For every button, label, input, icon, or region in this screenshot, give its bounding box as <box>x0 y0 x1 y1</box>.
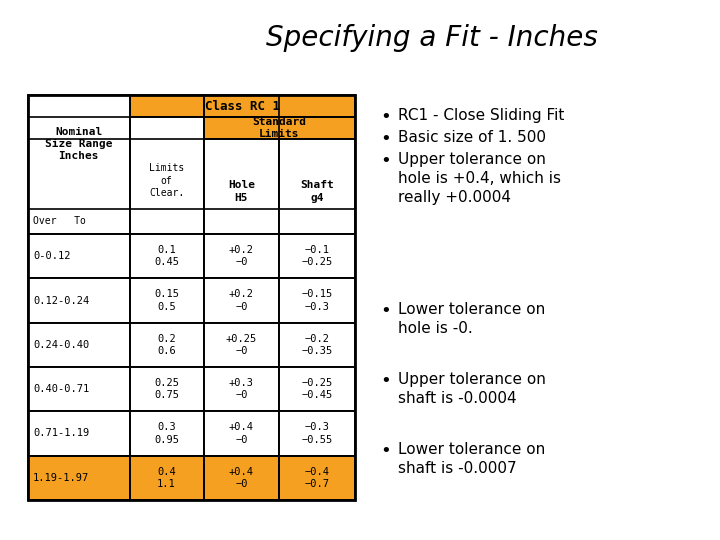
Text: 0.25
0.75: 0.25 0.75 <box>154 378 179 400</box>
Text: 0.71-1.19: 0.71-1.19 <box>33 429 89 438</box>
Bar <box>28 323 130 367</box>
Bar <box>28 456 130 500</box>
Text: 0.2
0.6: 0.2 0.6 <box>157 334 176 356</box>
Bar <box>204 139 279 234</box>
Bar <box>204 234 279 278</box>
Text: +0.3
−0: +0.3 −0 <box>229 378 254 400</box>
Text: Upper tolerance on
shaft is -0.0004: Upper tolerance on shaft is -0.0004 <box>398 372 546 406</box>
Text: Over   To: Over To <box>33 216 86 226</box>
Text: Nominal
Size Range
Inches: Nominal Size Range Inches <box>45 126 112 161</box>
Bar <box>279 411 355 456</box>
Bar <box>28 95 355 500</box>
Bar <box>28 367 130 411</box>
Bar <box>130 117 204 234</box>
Text: •: • <box>380 442 391 460</box>
Bar <box>28 278 130 323</box>
Bar <box>130 367 204 411</box>
Bar <box>130 456 204 500</box>
Text: RC1 - Close Sliding Fit: RC1 - Close Sliding Fit <box>398 108 564 123</box>
Text: 1.19-1.97: 1.19-1.97 <box>33 473 89 483</box>
Bar <box>279 367 355 411</box>
Text: +0.4
−0: +0.4 −0 <box>229 467 254 489</box>
Bar <box>130 234 204 278</box>
Text: 0.4
1.1: 0.4 1.1 <box>157 467 176 489</box>
Bar <box>279 456 355 500</box>
Bar <box>130 411 204 456</box>
Text: −0.15
−0.3: −0.15 −0.3 <box>302 289 333 312</box>
Bar <box>130 278 204 323</box>
Text: +0.4
−0: +0.4 −0 <box>229 422 254 445</box>
Bar <box>204 323 279 367</box>
Text: Lower tolerance on
shaft is -0.0007: Lower tolerance on shaft is -0.0007 <box>398 442 545 476</box>
Text: •: • <box>380 372 391 390</box>
Text: •: • <box>380 108 391 126</box>
Text: Limits
of
Clear.: Limits of Clear. <box>149 163 184 198</box>
Bar <box>279 323 355 367</box>
Text: Basic size of 1. 500: Basic size of 1. 500 <box>398 130 546 145</box>
Bar <box>130 323 204 367</box>
Bar <box>204 278 279 323</box>
Bar <box>204 367 279 411</box>
Bar <box>28 234 130 278</box>
Text: +0.25
−0: +0.25 −0 <box>226 334 257 356</box>
Bar <box>204 456 279 500</box>
Text: −0.2
−0.35: −0.2 −0.35 <box>302 334 333 356</box>
Bar <box>130 95 355 117</box>
Bar <box>204 117 355 139</box>
Text: •: • <box>380 302 391 320</box>
Text: −0.4
−0.7: −0.4 −0.7 <box>305 467 330 489</box>
Text: 0.40-0.71: 0.40-0.71 <box>33 384 89 394</box>
Text: −0.25
−0.45: −0.25 −0.45 <box>302 378 333 400</box>
Text: +0.2
−0: +0.2 −0 <box>229 245 254 267</box>
Text: −0.1
−0.25: −0.1 −0.25 <box>302 245 333 267</box>
Text: Shaft
g4: Shaft g4 <box>300 180 334 202</box>
Text: Standard
Limits: Standard Limits <box>252 117 306 139</box>
Bar <box>279 234 355 278</box>
Bar <box>28 411 130 456</box>
Text: •: • <box>380 130 391 148</box>
Bar <box>28 95 130 234</box>
Text: 0-0.12: 0-0.12 <box>33 251 71 261</box>
Text: 0.12-0.24: 0.12-0.24 <box>33 295 89 306</box>
Text: Specifying a Fit - Inches: Specifying a Fit - Inches <box>266 24 598 52</box>
Text: 0.15
0.5: 0.15 0.5 <box>154 289 179 312</box>
Bar <box>204 411 279 456</box>
Bar <box>279 278 355 323</box>
Text: •: • <box>380 152 391 170</box>
Bar <box>279 139 355 234</box>
Text: 0.24-0.40: 0.24-0.40 <box>33 340 89 350</box>
Text: Class RC 1: Class RC 1 <box>204 99 280 112</box>
Text: Hole
H5: Hole H5 <box>228 180 255 202</box>
Text: Upper tolerance on
hole is +0.4, which is
really +0.0004: Upper tolerance on hole is +0.4, which i… <box>398 152 561 205</box>
Text: Lower tolerance on
hole is -0.: Lower tolerance on hole is -0. <box>398 302 545 336</box>
Text: 0.1
0.45: 0.1 0.45 <box>154 245 179 267</box>
Text: 0.3
0.95: 0.3 0.95 <box>154 422 179 445</box>
Text: −0.3
−0.55: −0.3 −0.55 <box>302 422 333 445</box>
Text: +0.2
−0: +0.2 −0 <box>229 289 254 312</box>
